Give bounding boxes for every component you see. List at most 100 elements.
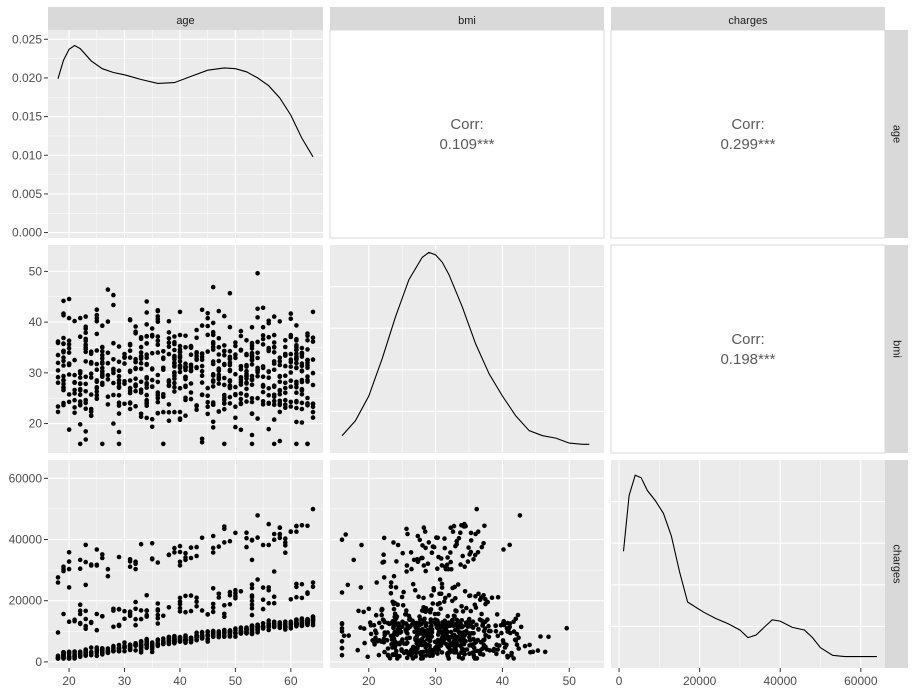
scatter-point	[177, 349, 183, 355]
scatter-point	[449, 567, 454, 572]
scatter-point	[122, 616, 127, 622]
scatter-point	[61, 385, 66, 391]
x-tick-label-age: 60	[284, 674, 298, 688]
scatter-point	[283, 390, 288, 396]
scatter-point	[188, 608, 194, 614]
scatter-point	[216, 344, 222, 350]
scatter-point	[381, 640, 387, 645]
scatter-point	[100, 441, 105, 447]
scatter-point	[144, 376, 149, 381]
scatter-point	[283, 344, 288, 350]
scatter-point	[305, 357, 310, 363]
scatter-point	[255, 350, 260, 356]
x-tick-label-age: 40	[173, 674, 187, 688]
scatter-point	[473, 605, 479, 610]
scatter-point	[199, 323, 205, 328]
scatter-point	[210, 384, 216, 389]
panel-background	[611, 460, 885, 668]
scatter-point	[266, 521, 272, 527]
scatter-point	[404, 563, 410, 568]
scatter-point	[205, 323, 210, 329]
scatter-point	[138, 650, 144, 655]
scatter-point	[478, 648, 483, 653]
scatter-point	[127, 341, 133, 347]
scatter-point	[475, 550, 481, 555]
scatter-point	[440, 634, 446, 639]
scatter-point	[133, 356, 138, 362]
scatter-point	[493, 623, 499, 629]
scatter-point	[501, 547, 506, 552]
scatter-point	[399, 594, 405, 600]
scatter-point	[55, 404, 61, 409]
scatter-point	[390, 641, 395, 647]
scatter-point	[83, 542, 88, 548]
scatter-point	[437, 577, 443, 582]
scatter-point	[266, 386, 272, 391]
scatter-point	[516, 635, 521, 640]
scatter-point	[100, 344, 105, 350]
scatter-point	[177, 639, 183, 644]
scatter-point	[277, 379, 283, 385]
scatter-point	[244, 631, 249, 636]
scatter-point	[458, 620, 463, 626]
scatter-point	[288, 626, 294, 631]
scatter-point	[216, 629, 222, 634]
scatter-point	[564, 625, 569, 631]
scatter-point	[233, 634, 238, 639]
scatter-point	[172, 334, 177, 339]
scatter-point	[379, 624, 385, 630]
scatter-point	[400, 603, 406, 608]
scatter-point	[277, 355, 283, 361]
scatter-point	[283, 380, 288, 386]
scatter-point	[271, 344, 277, 350]
scatter-point	[172, 360, 177, 366]
scatter-point	[155, 399, 161, 405]
scatter-point	[266, 320, 272, 326]
scatter-point	[468, 608, 474, 614]
scatter-point	[105, 377, 111, 382]
scatter-point	[144, 310, 149, 315]
scatter-point	[310, 357, 316, 362]
scatter-point	[310, 309, 316, 315]
scatter-point	[495, 594, 501, 600]
scatter-point	[127, 368, 133, 374]
scatter-point	[127, 385, 133, 391]
scatter-point	[244, 381, 249, 386]
scatter-point	[249, 362, 255, 367]
scatter-point	[277, 391, 283, 397]
scatter-point	[481, 541, 486, 546]
scatter-point	[88, 645, 94, 650]
scatter-point	[138, 366, 144, 372]
scatter-point	[210, 359, 216, 364]
scatter-point	[83, 437, 88, 442]
scatter-point	[479, 544, 485, 550]
scatter-point	[194, 365, 199, 371]
scatter-point	[72, 380, 77, 386]
scatter-point	[417, 537, 423, 543]
scatter-point	[100, 365, 105, 371]
scatter-point	[66, 315, 72, 321]
scatter-point	[210, 402, 216, 407]
scatter-point	[494, 612, 500, 617]
scatter-point	[244, 376, 249, 381]
scatter-point	[294, 323, 299, 328]
scatter-point	[425, 631, 431, 636]
scatter-point	[233, 391, 238, 397]
scatter-point	[188, 343, 194, 349]
y-tick-label: 0.000	[12, 226, 42, 240]
scatter-point	[72, 391, 77, 396]
scatter-point	[172, 389, 177, 394]
scatter-point	[199, 363, 205, 369]
scatter-point	[210, 533, 216, 539]
scatter-point	[66, 427, 72, 432]
scatter-point	[227, 379, 233, 384]
scatter-point	[55, 580, 61, 585]
scatter-point	[77, 566, 83, 571]
scatter-point	[216, 372, 222, 378]
scatter-point	[452, 584, 458, 590]
scatter-point	[495, 633, 501, 639]
scatter-point	[105, 573, 111, 579]
scatter-point	[339, 645, 345, 651]
scatter-point	[177, 385, 183, 391]
scatter-point	[111, 292, 116, 298]
